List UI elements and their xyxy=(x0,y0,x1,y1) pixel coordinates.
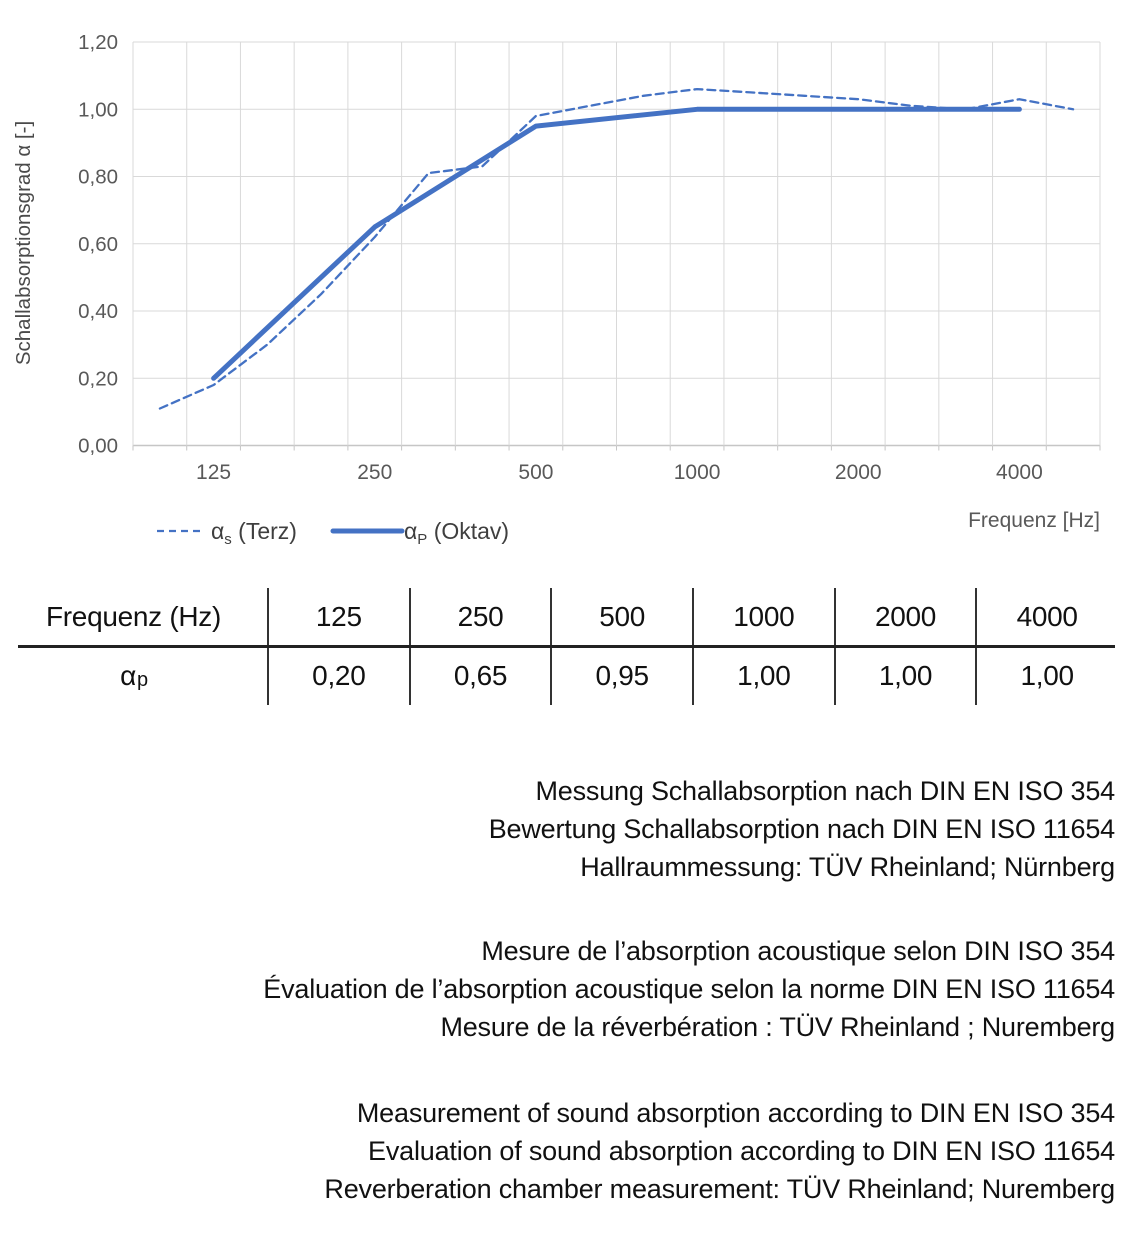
y-tick-label: 0,80 xyxy=(78,166,118,189)
table-header-cell: 2000 xyxy=(833,588,976,645)
note-line: Reverberation chamber measurement: TÜV R… xyxy=(324,1174,1115,1204)
y-tick-label: 0,40 xyxy=(78,300,118,323)
x-tick-label: 2000 xyxy=(835,461,882,484)
note-line: Evaluation of sound absorption according… xyxy=(368,1136,1115,1166)
y-tick-label: 0,20 xyxy=(78,367,118,390)
note-line: Bewertung Schallabsorption nach DIN EN I… xyxy=(488,814,1115,844)
x-tick-label: 250 xyxy=(357,461,392,484)
note-line: Mesure de l’absorption acoustique selon … xyxy=(481,936,1115,966)
x-tick-label: 4000 xyxy=(996,461,1043,484)
chart-area: 0,00 0,20 0,40 0,60 0,80 1,00 1,20 125 250 500 100… xyxy=(0,0,1135,572)
table-header-label: Frequenz (Hz) xyxy=(45,600,222,632)
x-axis-title: Frequenz [Hz] xyxy=(968,509,1100,532)
x-tick-label: 125 xyxy=(196,461,231,484)
absorption-chart: 0,00 0,20 0,40 0,60 0,80 1,00 1,20 125 250 500 100… xyxy=(12,31,1101,548)
table-header-cell: 4000 xyxy=(975,588,1117,645)
note-german: Messung Schallabsorption nach DIN EN ISO… xyxy=(20,772,1115,886)
series-alpha-p-oktav-line xyxy=(211,106,1022,381)
table-value-cell: 0,65 xyxy=(408,647,551,705)
table-header-row: Frequenz (Hz) 125 250 500 1000 2000 4000 xyxy=(0,588,1117,645)
table-value-row: α p 0,20 0,65 0,95 1,00 1,00 1,00 xyxy=(0,647,1117,705)
legend-label: αP (Oktav) xyxy=(404,518,509,548)
table-header-cell: 250 xyxy=(408,588,551,645)
y-tick-label: 0,60 xyxy=(78,233,118,256)
table-value-cell: 1,00 xyxy=(692,647,834,705)
note-line: Hallraummessung: TÜV Rheinland; Nürnberg xyxy=(580,852,1115,882)
table-header-cell: 125 xyxy=(267,588,409,645)
legend-label: αs (Terz) xyxy=(211,518,297,548)
y-tick-label: 1,00 xyxy=(78,98,118,121)
x-tick-label: 1000 xyxy=(674,461,721,484)
table-header-cell: 500 xyxy=(550,588,692,645)
y-tick-label: 0,00 xyxy=(78,435,118,458)
note-english: Measurement of sound absorption accordin… xyxy=(20,1094,1115,1208)
note-line: Measurement of sound absorption accordin… xyxy=(356,1098,1115,1128)
x-tick-label: 500 xyxy=(518,461,553,484)
table-value-cell: 1,00 xyxy=(975,647,1117,705)
y-tick-label: 1,20 xyxy=(78,31,118,54)
y-axis-title: Schallabsorptionsgrad α [-] xyxy=(12,121,35,365)
series-alpha-s-terz-line xyxy=(158,87,1075,410)
table-value-cell: 0,20 xyxy=(267,647,409,705)
note-french: Mesure de l’absorption acoustique selon … xyxy=(20,932,1115,1046)
table-header-cell: 1000 xyxy=(692,588,834,645)
note-line: Messung Schallabsorption nach DIN EN ISO… xyxy=(535,776,1115,806)
table-divider xyxy=(18,645,1115,648)
alpha-p-table: Frequenz (Hz) 125 250 500 1000 2000 4000 α p 0,2… xyxy=(0,588,1117,705)
table-value-cell: 1,00 xyxy=(833,647,976,705)
note-line: Mesure de la réverbération : TÜV Rheinla… xyxy=(440,1012,1115,1042)
note-line: Évaluation de l’absorption acoustique se… xyxy=(263,974,1115,1004)
table-value-cell: 0,95 xyxy=(550,647,692,705)
